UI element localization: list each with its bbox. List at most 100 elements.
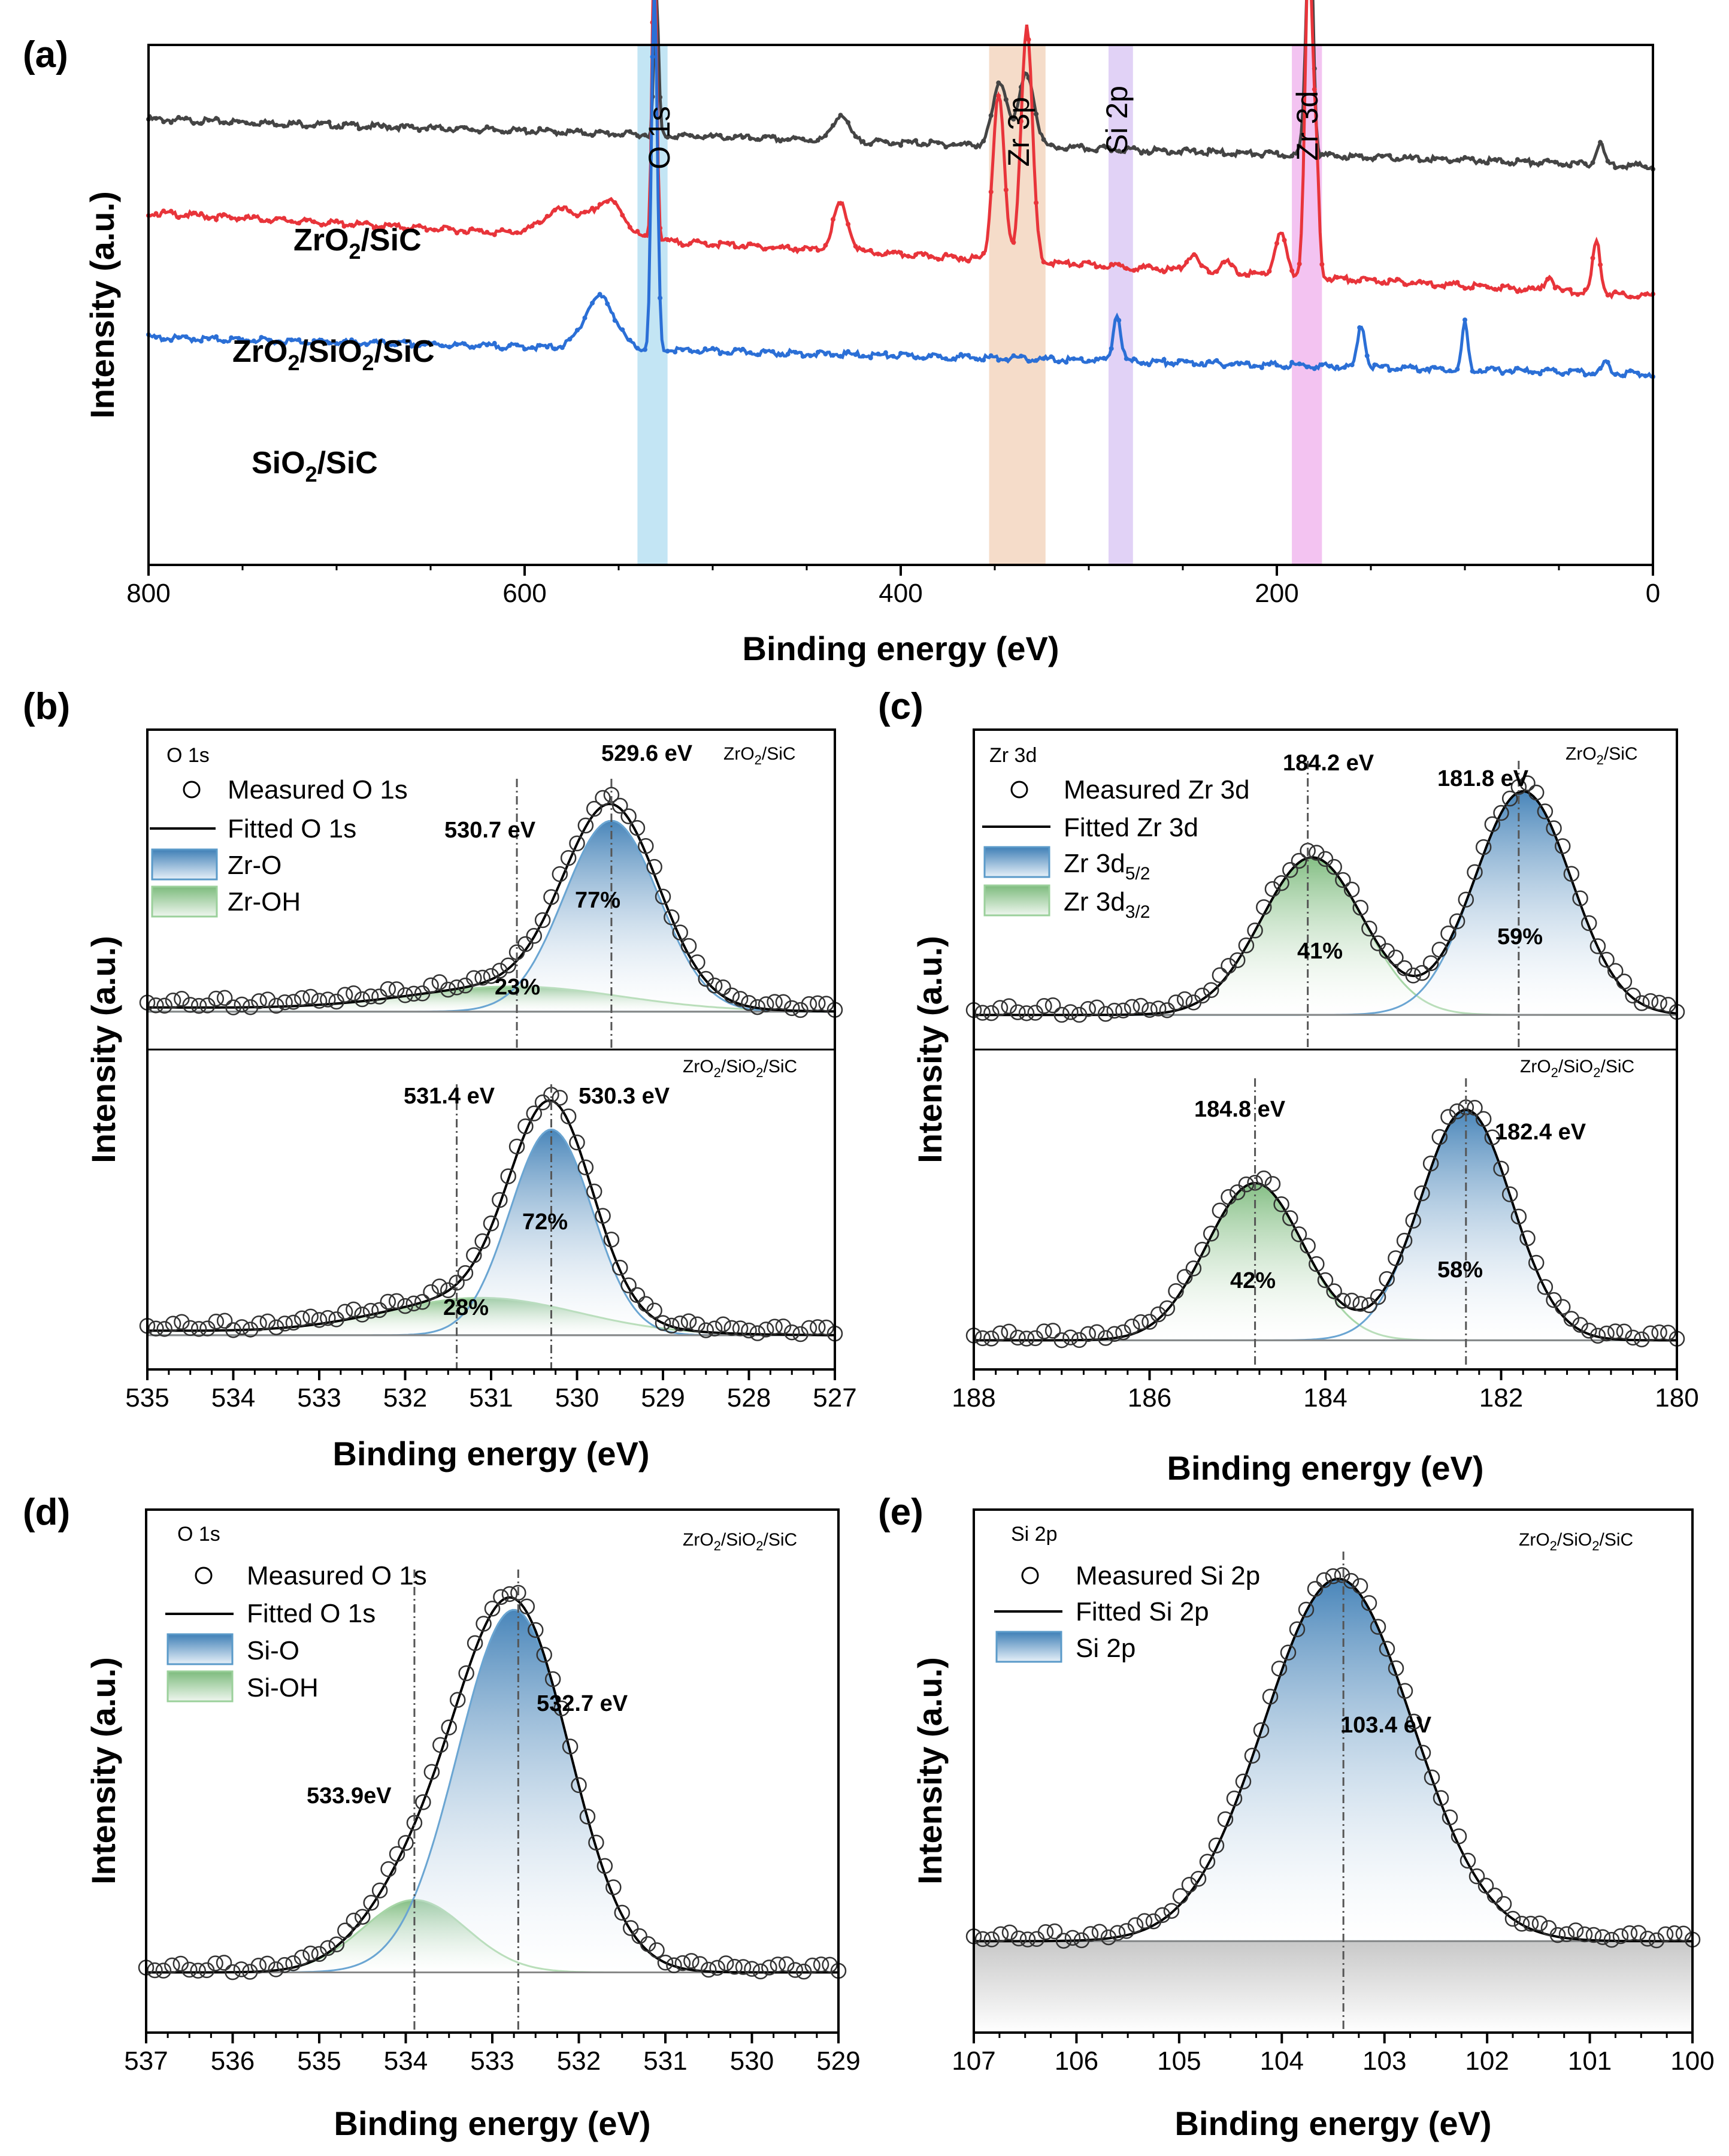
data-point	[876, 351, 881, 356]
data-point	[236, 216, 241, 222]
data-point	[1312, 87, 1317, 92]
data-point	[161, 208, 166, 214]
legend-zro-swatch	[151, 848, 218, 881]
data-point	[1394, 156, 1400, 162]
panel-a-ylabel: Intensity (a.u.)	[83, 191, 121, 419]
data-point	[1297, 261, 1302, 267]
measured-point	[432, 1737, 449, 1753]
panel-c-ylabel: Intensity (a.u.)	[911, 936, 949, 1163]
data-point	[1613, 289, 1618, 295]
measured-points	[139, 787, 843, 1018]
measured-point	[1660, 1325, 1676, 1341]
measured-point	[672, 924, 688, 941]
data-point	[950, 254, 956, 259]
measured-point	[164, 1957, 180, 1974]
data-point	[642, 233, 647, 238]
measured-point	[992, 1000, 1009, 1016]
data-point	[1056, 145, 1061, 150]
data-point	[1206, 359, 1212, 364]
x-tick-label: 186	[1128, 1383, 1171, 1413]
data-point	[891, 141, 896, 146]
measured-point	[1080, 1326, 1097, 1342]
measured-point	[380, 1293, 396, 1310]
data-point	[1267, 362, 1272, 367]
data-point	[1432, 284, 1437, 289]
data-point	[658, 295, 663, 301]
measured-point	[1190, 1870, 1207, 1887]
measured-point	[1335, 1293, 1351, 1309]
panel-b-bottom-peak1: 530.3 eV	[579, 1084, 670, 1109]
measured-point	[337, 1922, 353, 1939]
data-point	[274, 216, 279, 221]
data-point	[229, 120, 234, 126]
data-point	[1274, 362, 1279, 368]
measured-point	[234, 1319, 250, 1335]
measured-point	[664, 1317, 680, 1334]
data-point	[853, 244, 858, 249]
measured-point	[543, 889, 559, 905]
panel-a-label: (a)	[23, 34, 68, 75]
data-point	[251, 338, 256, 344]
data-point	[830, 353, 835, 358]
data-point	[1372, 155, 1377, 161]
measured-point	[612, 1259, 628, 1276]
data-point	[462, 229, 467, 235]
measured-point	[974, 1005, 991, 1021]
measured-point	[1010, 1329, 1026, 1346]
data-point	[1154, 266, 1159, 271]
measured-point	[294, 1310, 310, 1327]
measured-point	[1343, 881, 1360, 898]
measured-point	[225, 1322, 241, 1338]
measured-point	[620, 1277, 637, 1293]
measured-point	[1612, 1928, 1629, 1945]
measured-point	[1594, 1929, 1611, 1945]
measured-point	[1554, 838, 1571, 854]
measured-point	[1522, 1916, 1539, 1932]
data-point	[815, 349, 820, 355]
measured-point	[1194, 1241, 1210, 1258]
data-point	[695, 349, 700, 354]
data-point	[1470, 285, 1475, 291]
measured-point	[457, 1265, 474, 1281]
data-point	[1289, 153, 1295, 159]
measured-point	[380, 1861, 396, 1877]
data-point	[1064, 359, 1069, 365]
data-point	[702, 134, 708, 140]
measured-point	[1484, 816, 1501, 833]
data-point	[928, 138, 934, 144]
measured-point	[354, 1307, 370, 1323]
measured-point	[268, 1961, 284, 1977]
panel-c-top-peak2: 184.2 eV	[1283, 751, 1374, 776]
measured-point	[493, 1589, 509, 1605]
measured-point	[1651, 994, 1667, 1011]
data-point	[296, 119, 302, 125]
measured-point	[689, 954, 705, 970]
data-point	[499, 129, 505, 135]
measured-point	[1019, 1931, 1036, 1948]
measured-point	[1194, 987, 1210, 1004]
measured-point	[1639, 1931, 1656, 1947]
data-point	[537, 220, 543, 225]
x-tick-label: 107	[952, 2046, 995, 2076]
x-tick-label: 531	[643, 2046, 687, 2076]
measured-point	[148, 997, 164, 1014]
measured-point	[1519, 1230, 1536, 1247]
data-point	[1515, 157, 1520, 162]
data-point	[552, 346, 558, 352]
data-point	[793, 246, 798, 252]
data-point	[1041, 259, 1046, 265]
measured-point	[293, 1949, 310, 1966]
data-point	[635, 133, 640, 138]
data-point	[876, 251, 881, 256]
data-point	[620, 213, 625, 218]
data-point	[304, 125, 309, 130]
measured-point	[1199, 1853, 1216, 1870]
data-point	[447, 344, 452, 350]
data-point	[1425, 156, 1430, 162]
data-point	[1049, 354, 1054, 359]
legend-measured-marker	[1021, 1567, 1039, 1585]
measured-point	[1317, 851, 1334, 867]
measured-point	[586, 1183, 602, 1200]
data-point	[266, 218, 271, 223]
